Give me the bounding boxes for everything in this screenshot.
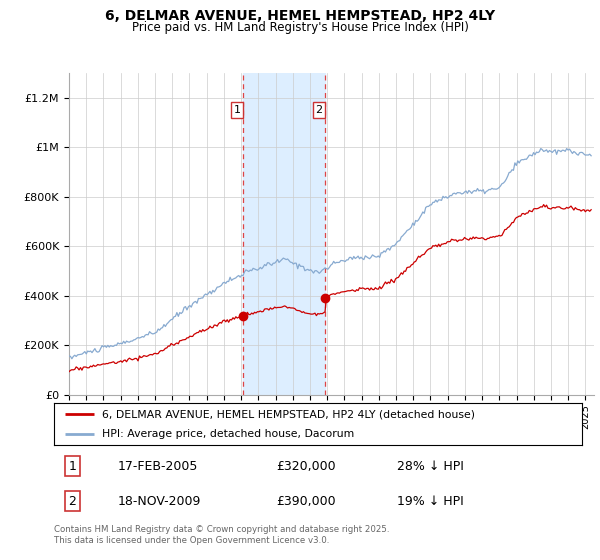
Text: 1: 1 bbox=[233, 105, 241, 115]
Text: 28% ↓ HPI: 28% ↓ HPI bbox=[397, 460, 464, 473]
Text: 2: 2 bbox=[316, 105, 323, 115]
Text: Price paid vs. HM Land Registry's House Price Index (HPI): Price paid vs. HM Land Registry's House … bbox=[131, 21, 469, 34]
Text: 17-FEB-2005: 17-FEB-2005 bbox=[118, 460, 198, 473]
Text: 6, DELMAR AVENUE, HEMEL HEMPSTEAD, HP2 4LY (detached house): 6, DELMAR AVENUE, HEMEL HEMPSTEAD, HP2 4… bbox=[101, 409, 475, 419]
Text: 1: 1 bbox=[68, 460, 76, 473]
Text: 18-NOV-2009: 18-NOV-2009 bbox=[118, 494, 201, 508]
Text: 2: 2 bbox=[68, 494, 76, 508]
Text: Contains HM Land Registry data © Crown copyright and database right 2025.
This d: Contains HM Land Registry data © Crown c… bbox=[54, 525, 389, 545]
Text: 6, DELMAR AVENUE, HEMEL HEMPSTEAD, HP2 4LY: 6, DELMAR AVENUE, HEMEL HEMPSTEAD, HP2 4… bbox=[105, 9, 495, 23]
Bar bbox=[243, 73, 325, 395]
Text: £390,000: £390,000 bbox=[276, 494, 335, 508]
Text: HPI: Average price, detached house, Dacorum: HPI: Average price, detached house, Daco… bbox=[101, 429, 354, 438]
Text: £320,000: £320,000 bbox=[276, 460, 335, 473]
Text: 19% ↓ HPI: 19% ↓ HPI bbox=[397, 494, 464, 508]
